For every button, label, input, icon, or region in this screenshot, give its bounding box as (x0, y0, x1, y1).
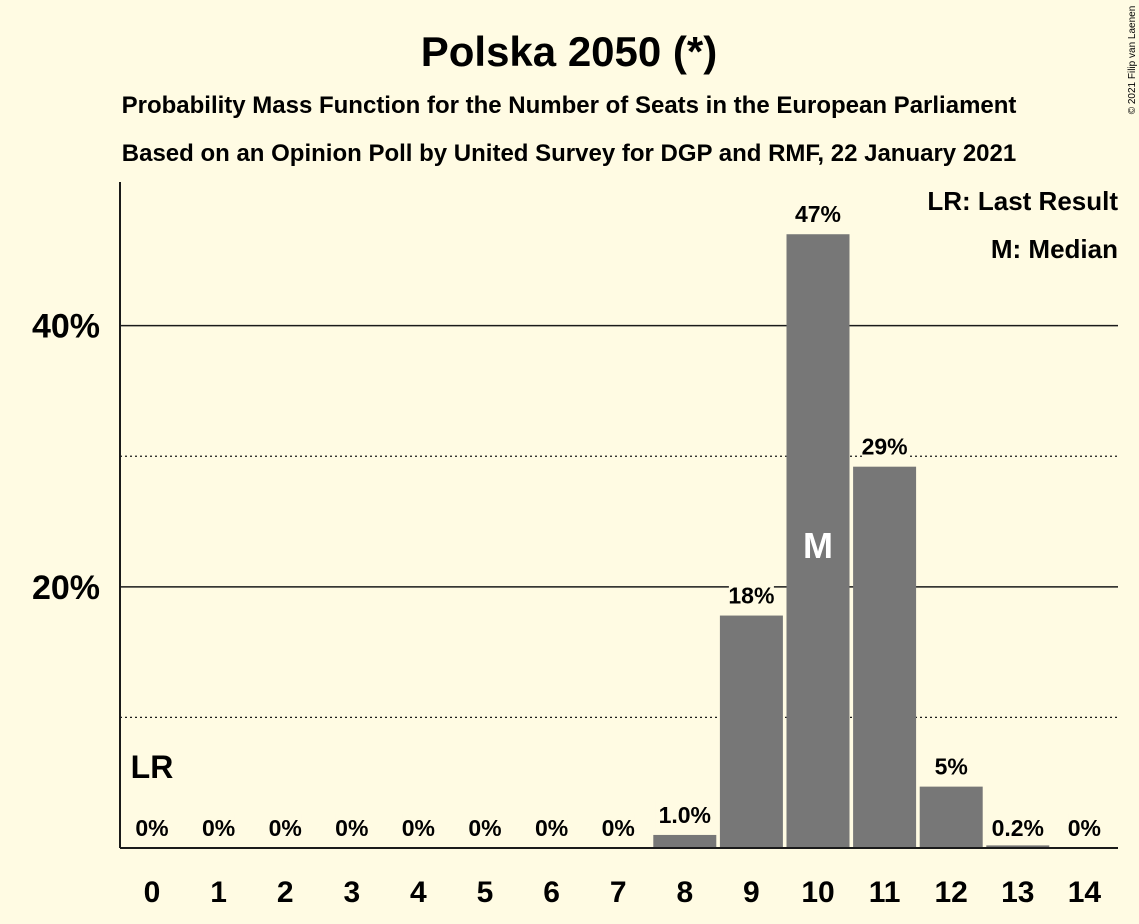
data-label-bg (469, 814, 501, 842)
data-label-7: 0% (602, 815, 635, 841)
gridlines (120, 324, 1118, 719)
bar-11 (853, 466, 917, 848)
data-label-bg (335, 814, 368, 842)
data-label-4: 0% (402, 815, 435, 841)
chart-subtitle: Probability Mass Function for the Number… (122, 92, 1017, 119)
data-label-bg (136, 814, 168, 842)
data-label-5: 0% (468, 815, 501, 841)
x-tick-label-12: 12 (935, 876, 968, 909)
data-label-12: 5% (935, 754, 968, 780)
chart-subtitle-poll: Based on an Opinion Poll by United Surve… (122, 140, 1016, 167)
data-label-bg (988, 814, 1047, 842)
data-label-8: 1.0% (659, 802, 711, 828)
copyright-notice: © 2021 Filip van Laenen (1127, 6, 1138, 115)
data-label-1: 0% (202, 815, 235, 841)
x-tick-label-13: 13 (1001, 876, 1034, 909)
data-label-13: 0.2% (992, 815, 1044, 841)
data-label-3: 0% (335, 815, 368, 841)
data-label-bg (728, 581, 774, 610)
median-marker: M (803, 525, 833, 566)
bar-13 (986, 845, 1050, 848)
data-label-0: 0% (135, 815, 168, 841)
data-label-bg (1068, 814, 1101, 842)
legend-last-result: LR: Last Result (927, 186, 1118, 216)
data-label-2: 0% (269, 815, 302, 841)
data-label-bg (202, 814, 235, 842)
bar-10 (786, 234, 850, 848)
x-tick-label-5: 5 (477, 876, 494, 909)
x-tick-label-11: 11 (869, 876, 901, 909)
y-tick-label: 40% (32, 308, 100, 346)
x-tick-label-6: 6 (543, 876, 560, 909)
x-tick-label-0: 0 (144, 876, 161, 909)
data-labels: 0% 0% 0% 0% 0% 0% 0% 0% 1.0% 18% 47% 29% 5% 0.2% 0% M LR (131, 200, 1101, 842)
data-label-bg (935, 752, 968, 781)
x-tick-label-3: 3 (343, 876, 360, 909)
axes: 20%40%0 1 2 3 4 5 6 7 8 9 10 11 12 13 14 (32, 182, 1118, 909)
x-tick-label-9: 9 (743, 876, 760, 909)
x-tick-label-8: 8 (676, 876, 693, 909)
data-label-14: 0% (1068, 815, 1101, 841)
x-tick-label-2: 2 (277, 876, 294, 909)
bar-8 (653, 834, 717, 848)
data-label-bg (535, 814, 568, 842)
data-label-bg (602, 814, 635, 842)
x-tick-label-7: 7 (610, 876, 627, 909)
bar-12 (919, 786, 983, 848)
data-label-bg (862, 432, 908, 461)
x-tick-label-10: 10 (801, 876, 834, 909)
data-label-11: 29% (862, 434, 908, 460)
bars (653, 234, 1050, 848)
x-tick-label-1: 1 (210, 876, 227, 909)
bar-9 (719, 615, 783, 848)
data-label-9: 18% (728, 583, 774, 609)
data-label-bg (402, 814, 435, 842)
legend-median: M: Median (991, 234, 1118, 264)
y-tick-label: 20% (32, 569, 100, 607)
x-tick-label-4: 4 (410, 876, 427, 909)
data-label-bg (269, 814, 302, 842)
last-result-marker: LR (131, 749, 174, 785)
x-tick-label-14: 14 (1068, 876, 1102, 909)
data-label-10: 47% (795, 201, 841, 227)
data-label-6: 0% (535, 815, 568, 841)
data-label-bg (655, 800, 714, 829)
data-label-bg (795, 200, 841, 229)
chart-title: Polska 2050 (*) (421, 28, 718, 75)
